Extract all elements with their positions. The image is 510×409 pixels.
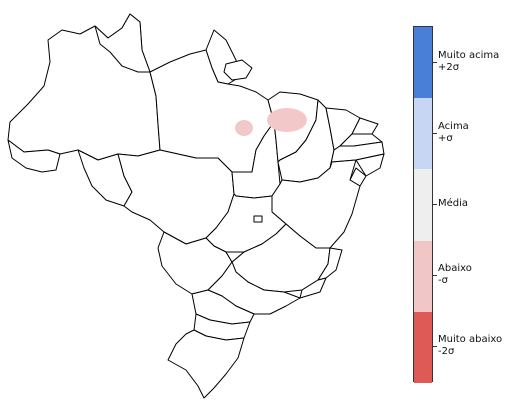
legend-tick: [433, 61, 437, 63]
legend-swatch-0: [414, 27, 432, 99]
legend-swatch-3: [414, 240, 432, 312]
legend-label-line2: -σ: [438, 275, 448, 287]
legend-label: Acima +σ: [438, 121, 469, 145]
legend-swatch-4: [414, 311, 432, 383]
state-distrito-federal: [253, 215, 263, 223]
legend-label: Média: [438, 198, 468, 210]
marajo-island: [223, 59, 253, 81]
legend-label-line1: Muito abaixo: [438, 334, 503, 346]
legend-label-line2: +2σ: [438, 61, 460, 73]
brazil-state-map: [7, 13, 385, 399]
state-sao-paulo: [207, 251, 301, 315]
legend-label: Abaixo -σ: [438, 263, 472, 287]
legend-tick: [433, 204, 437, 205]
state-roraima: [94, 13, 151, 73]
state-rio-de-janeiro: [299, 277, 327, 299]
anomaly-patch-maranhao: [267, 108, 307, 132]
legend-label-line1: Abaixo: [438, 263, 472, 275]
legend-colorbar: [413, 26, 433, 383]
legend-tick: [433, 346, 437, 348]
state-acre: [7, 139, 61, 173]
legend-label-line1: Acima: [438, 120, 469, 132]
legend-swatch-2: [414, 169, 432, 241]
anomaly-patch-para: [235, 120, 253, 136]
legend-label: Muito acima +2σ: [438, 50, 499, 74]
legend-label-line1: Muito acima: [438, 49, 500, 61]
state-alagoas: [355, 153, 385, 177]
state-rio-grande-do-sul: [167, 329, 245, 399]
legend-label-line2: +σ: [438, 132, 453, 144]
legend-swatch-1: [414, 98, 432, 170]
legend-label-line2: -2σ: [438, 346, 455, 358]
legend-label-line1: Média: [438, 198, 469, 209]
legend-label: Muito abaixo -2σ: [438, 334, 502, 358]
legend-tick: [433, 132, 437, 134]
legend-tick: [433, 275, 437, 277]
